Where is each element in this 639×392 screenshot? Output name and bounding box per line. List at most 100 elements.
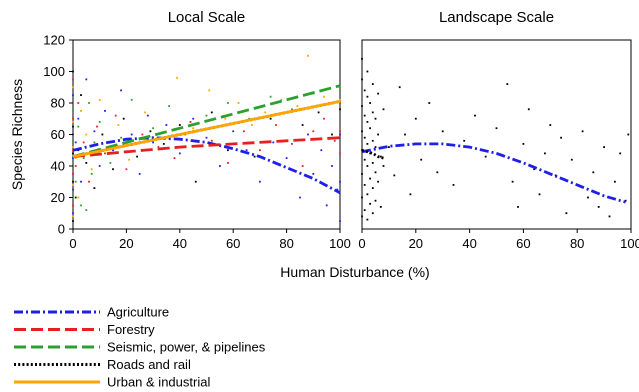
data-point	[581, 130, 584, 133]
data-point	[517, 206, 519, 208]
data-point	[339, 108, 341, 111]
data-point	[296, 105, 299, 107]
data-point	[253, 155, 256, 158]
data-point	[77, 125, 80, 128]
data-point	[441, 130, 444, 133]
x-tick-label: 20	[119, 236, 133, 251]
data-point	[371, 212, 374, 215]
data-point	[363, 209, 366, 211]
data-point	[388, 146, 390, 148]
data-point	[608, 215, 611, 218]
data-point	[72, 121, 74, 123]
data-point	[339, 133, 341, 136]
data-point	[72, 78, 74, 81]
data-point	[72, 86, 74, 89]
data-point	[109, 162, 112, 164]
data-point	[259, 149, 261, 152]
series-line	[72, 84, 341, 158]
data-point	[72, 141, 74, 144]
legend-item: Forestry	[14, 322, 155, 337]
data-point	[333, 139, 336, 142]
data-point	[96, 125, 98, 128]
x-tick-label: 40	[462, 236, 476, 251]
data-point	[363, 184, 366, 186]
data-point	[272, 141, 275, 144]
data-point	[72, 152, 74, 155]
data-point	[77, 196, 80, 199]
legend-item: Seismic, power, & pipelines	[14, 340, 266, 355]
data-point	[363, 89, 366, 92]
data-point	[323, 95, 325, 98]
data-point	[136, 155, 138, 158]
data-point	[168, 105, 170, 107]
data-point	[366, 143, 369, 145]
data-point	[533, 168, 536, 171]
data-point	[72, 220, 74, 222]
data-point	[619, 152, 622, 155]
plot-frame	[72, 39, 341, 230]
data-point	[323, 117, 325, 120]
data-point	[128, 158, 130, 161]
legend-label: Seismic, power, & pipelines	[107, 340, 266, 355]
data-point	[377, 133, 379, 136]
data-point	[597, 206, 600, 208]
x-tick-label: 80	[570, 236, 584, 251]
data-point	[130, 133, 133, 136]
data-point	[162, 143, 165, 145]
data-point	[627, 133, 630, 136]
data-point	[72, 188, 74, 191]
data-point	[112, 168, 114, 171]
plot-frame	[361, 39, 632, 230]
x-tick-label: 20	[409, 236, 423, 251]
data-point	[141, 133, 144, 136]
data-point	[379, 155, 382, 158]
data-point	[374, 199, 377, 202]
data-point	[117, 124, 120, 126]
data-point	[361, 105, 363, 107]
data-point	[138, 173, 141, 175]
data-point	[149, 130, 152, 133]
data-point	[192, 117, 195, 120]
data-point	[474, 114, 476, 117]
data-point	[178, 124, 181, 126]
data-point	[165, 124, 168, 126]
legend-label: Forestry	[107, 322, 155, 337]
data-point	[538, 193, 541, 196]
data-point	[72, 184, 74, 186]
data-point	[371, 139, 374, 142]
y-tick-label: 20	[51, 190, 65, 205]
data-point	[85, 133, 88, 136]
series-line	[72, 136, 341, 158]
data-point	[366, 193, 369, 196]
data-point	[93, 141, 96, 144]
data-point	[299, 196, 301, 199]
data-point	[363, 136, 366, 139]
data-point	[77, 102, 80, 104]
data-point	[152, 141, 154, 144]
data-point	[243, 130, 245, 133]
data-point	[80, 94, 82, 96]
data-point	[307, 133, 309, 136]
data-point	[72, 117, 74, 120]
data-point	[227, 149, 229, 152]
data-point	[90, 168, 93, 171]
data-point	[565, 212, 568, 215]
data-point	[371, 111, 374, 114]
data-point	[251, 124, 253, 126]
data-point	[194, 180, 197, 183]
data-point	[339, 180, 341, 183]
data-point	[366, 165, 369, 167]
legend-item: Roads and rail	[14, 357, 191, 372]
data-point	[361, 130, 363, 133]
data-point	[114, 114, 117, 117]
y-tick-label: 60	[51, 127, 65, 142]
data-point	[104, 110, 106, 112]
data-point	[361, 215, 363, 218]
data-point	[560, 136, 562, 139]
data-point	[120, 136, 122, 139]
data-point	[85, 209, 88, 211]
data-point	[98, 98, 101, 101]
data-point	[366, 70, 369, 73]
data-point	[393, 174, 396, 177]
data-point	[374, 146, 377, 148]
